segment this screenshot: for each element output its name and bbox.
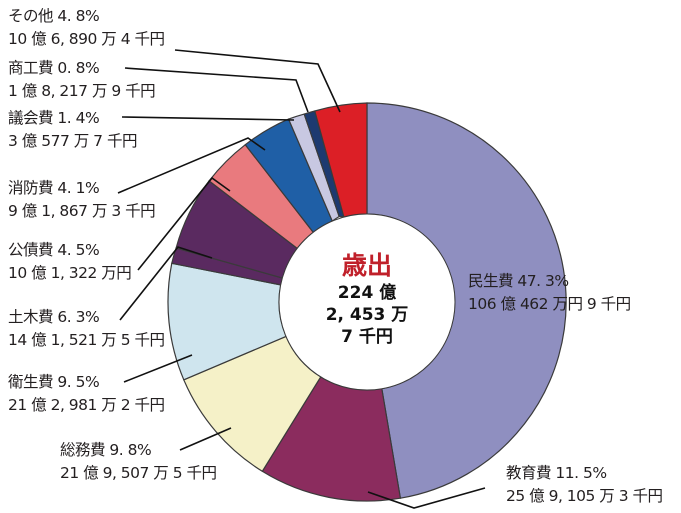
label-eisei-amount: 21 億 2, 981 万 2 千円 [8,396,165,414]
label-shobo-head: 消防費 4. 1% [8,179,100,197]
center-amount-line2: 2, 453 万 [325,305,409,325]
label-doboku: 土木費 6. 3% 14 億 1, 521 万 5 千円 [8,306,165,352]
label-shobo: 消防費 4. 1% 9 億 1, 867 万 3 千円 [8,177,156,223]
donut-hole [278,213,456,391]
label-gikai: 議会費 1. 4% 3 億 577 万 7 千円 [8,107,137,153]
label-shobo-amount: 9 億 1, 867 万 3 千円 [8,202,156,220]
center-title: 歳出 [341,251,392,280]
center-amount-line3: 7 千円 [341,327,393,347]
label-sonota: その他 4. 8% 10 億 6, 890 万 4 千円 [8,5,165,51]
label-somu-amount: 21 億 9, 507 万 5 千円 [60,464,217,482]
label-kyoiku: 教育費 11. 5% 25 億 9, 105 万 3 千円 [506,462,663,508]
center-amount-line1: 224 億 [337,283,397,303]
label-somu-head: 総務費 9. 8% [60,441,152,459]
label-kyoiku-head: 教育費 11. 5% [506,464,607,482]
leader-lines [117,49,486,509]
label-sonota-amount: 10 億 6, 890 万 4 千円 [8,30,165,48]
label-eisei-head: 衛生費 9. 5% [8,373,100,391]
label-gikai-head: 議会費 1. 4% [8,109,100,127]
label-sonota-head: その他 4. 8% [8,7,100,25]
label-shoko-head: 商工費 0. 8% [8,59,100,77]
label-minsei-amount: 106 億 462 万円 9 千円 [468,295,631,313]
label-doboku-amount: 14 億 1, 521 万 5 千円 [8,331,165,349]
label-shoko: 商工費 0. 8% 1 億 8, 217 万 9 千円 [8,57,156,103]
label-kosai-head: 公債費 4. 5% [8,241,100,259]
label-kyoiku-amount: 25 億 9, 105 万 3 千円 [506,487,663,505]
label-doboku-head: 土木費 6. 3% [8,308,100,326]
center-total: 歳出 224 億 2, 453 万 7 千円 [287,250,447,348]
label-somu: 総務費 9. 8% 21 億 9, 507 万 5 千円 [60,439,217,485]
label-minsei: 民生費 47. 3% 106 億 462 万円 9 千円 [468,270,631,316]
label-gikai-amount: 3 億 577 万 7 千円 [8,132,137,150]
label-kosai: 公債費 4. 5% 10 億 1, 322 万円 [8,239,132,285]
label-shoko-amount: 1 億 8, 217 万 9 千円 [8,82,156,100]
label-minsei-head: 民生費 47. 3% [468,272,569,290]
label-kosai-amount: 10 億 1, 322 万円 [8,264,132,282]
label-eisei: 衛生費 9. 5% 21 億 2, 981 万 2 千円 [8,371,165,417]
